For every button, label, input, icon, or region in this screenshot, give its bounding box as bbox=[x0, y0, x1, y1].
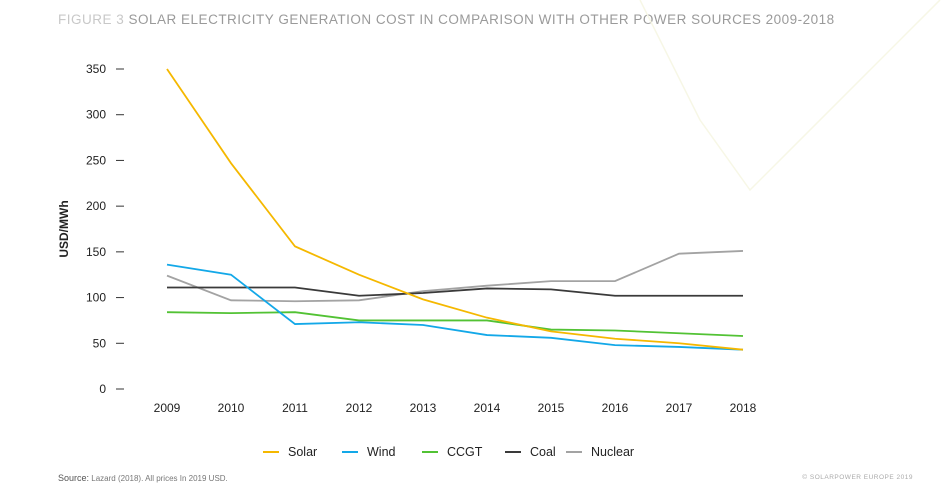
legend-label-ccgt: CCGT bbox=[447, 445, 483, 459]
series-line-solar bbox=[166, 68, 744, 351]
y-tick-label: 200 bbox=[86, 199, 106, 213]
x-tick-label: 2014 bbox=[474, 401, 501, 415]
y-tick-label: 350 bbox=[86, 62, 106, 76]
source-text: Lazard (2018). All prices In 2019 USD. bbox=[91, 474, 228, 483]
source-note: Source: Lazard (2018). All prices In 201… bbox=[58, 473, 228, 483]
series-line-coal bbox=[167, 286, 743, 297]
legend: Solar Wind CCGT Coal Nuclear bbox=[263, 445, 634, 459]
series-line-wind bbox=[166, 263, 744, 351]
x-tick-label: 2017 bbox=[666, 401, 693, 415]
y-tick-label: 300 bbox=[86, 108, 106, 122]
chart-title: FIGURE 3 SOLAR ELECTRICITY GENERATION CO… bbox=[58, 12, 913, 28]
figure-number: FIGURE 3 bbox=[58, 12, 125, 27]
y-tick-label: 250 bbox=[86, 153, 106, 167]
x-tick-label: 2018 bbox=[730, 401, 757, 415]
legend-label-coal: Coal bbox=[530, 445, 556, 459]
legend-label-wind: Wind bbox=[367, 445, 396, 459]
series-line-nuclear bbox=[166, 250, 744, 303]
y-tick-label: 150 bbox=[86, 245, 106, 259]
series-line-ccgt bbox=[166, 311, 744, 337]
legend-label-solar: Solar bbox=[288, 445, 317, 459]
background-decoration bbox=[639, 0, 941, 192]
x-tick-label: 2012 bbox=[346, 401, 373, 415]
y-tick-label: 0 bbox=[99, 382, 106, 396]
y-axis-label: USD/MWh bbox=[57, 200, 71, 257]
series-lines bbox=[166, 68, 744, 351]
x-tick-label: 2010 bbox=[218, 401, 245, 415]
y-tick-label: 50 bbox=[93, 336, 107, 350]
x-tick-label: 2015 bbox=[538, 401, 565, 415]
title-text: SOLAR ELECTRICITY GENERATION COST IN COM… bbox=[128, 12, 835, 27]
y-tick-label: 100 bbox=[86, 291, 106, 305]
copyright: © SOLARPOWER EUROPE 2019 bbox=[802, 474, 913, 481]
axes: 0 50 100 150 200 250 300 350 2009 2010 2011 2012 201… bbox=[86, 62, 757, 415]
x-tick-label: 2013 bbox=[410, 401, 437, 415]
x-tick-label: 2011 bbox=[282, 401, 308, 415]
legend-label-nuclear: Nuclear bbox=[591, 445, 634, 459]
x-tick-label: 2016 bbox=[602, 401, 629, 415]
source-label: Source: bbox=[58, 473, 90, 483]
x-tick-label: 2009 bbox=[154, 401, 181, 415]
